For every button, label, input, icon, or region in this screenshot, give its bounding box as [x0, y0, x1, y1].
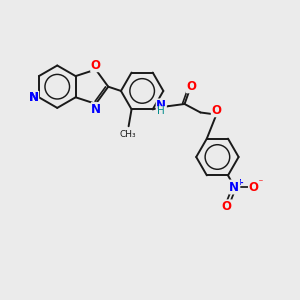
- Text: O: O: [249, 181, 259, 194]
- Text: O: O: [221, 200, 232, 213]
- Text: CH₃: CH₃: [120, 130, 136, 139]
- Text: N: N: [230, 181, 239, 194]
- Text: ⁻: ⁻: [256, 177, 263, 190]
- Text: N: N: [28, 92, 39, 104]
- Text: N: N: [28, 92, 39, 104]
- Text: O: O: [91, 58, 101, 72]
- Text: O: O: [212, 104, 221, 117]
- Text: N: N: [156, 99, 166, 112]
- Text: N: N: [92, 103, 101, 116]
- Text: +: +: [236, 178, 243, 187]
- Text: O: O: [186, 80, 196, 93]
- Text: H: H: [158, 106, 165, 116]
